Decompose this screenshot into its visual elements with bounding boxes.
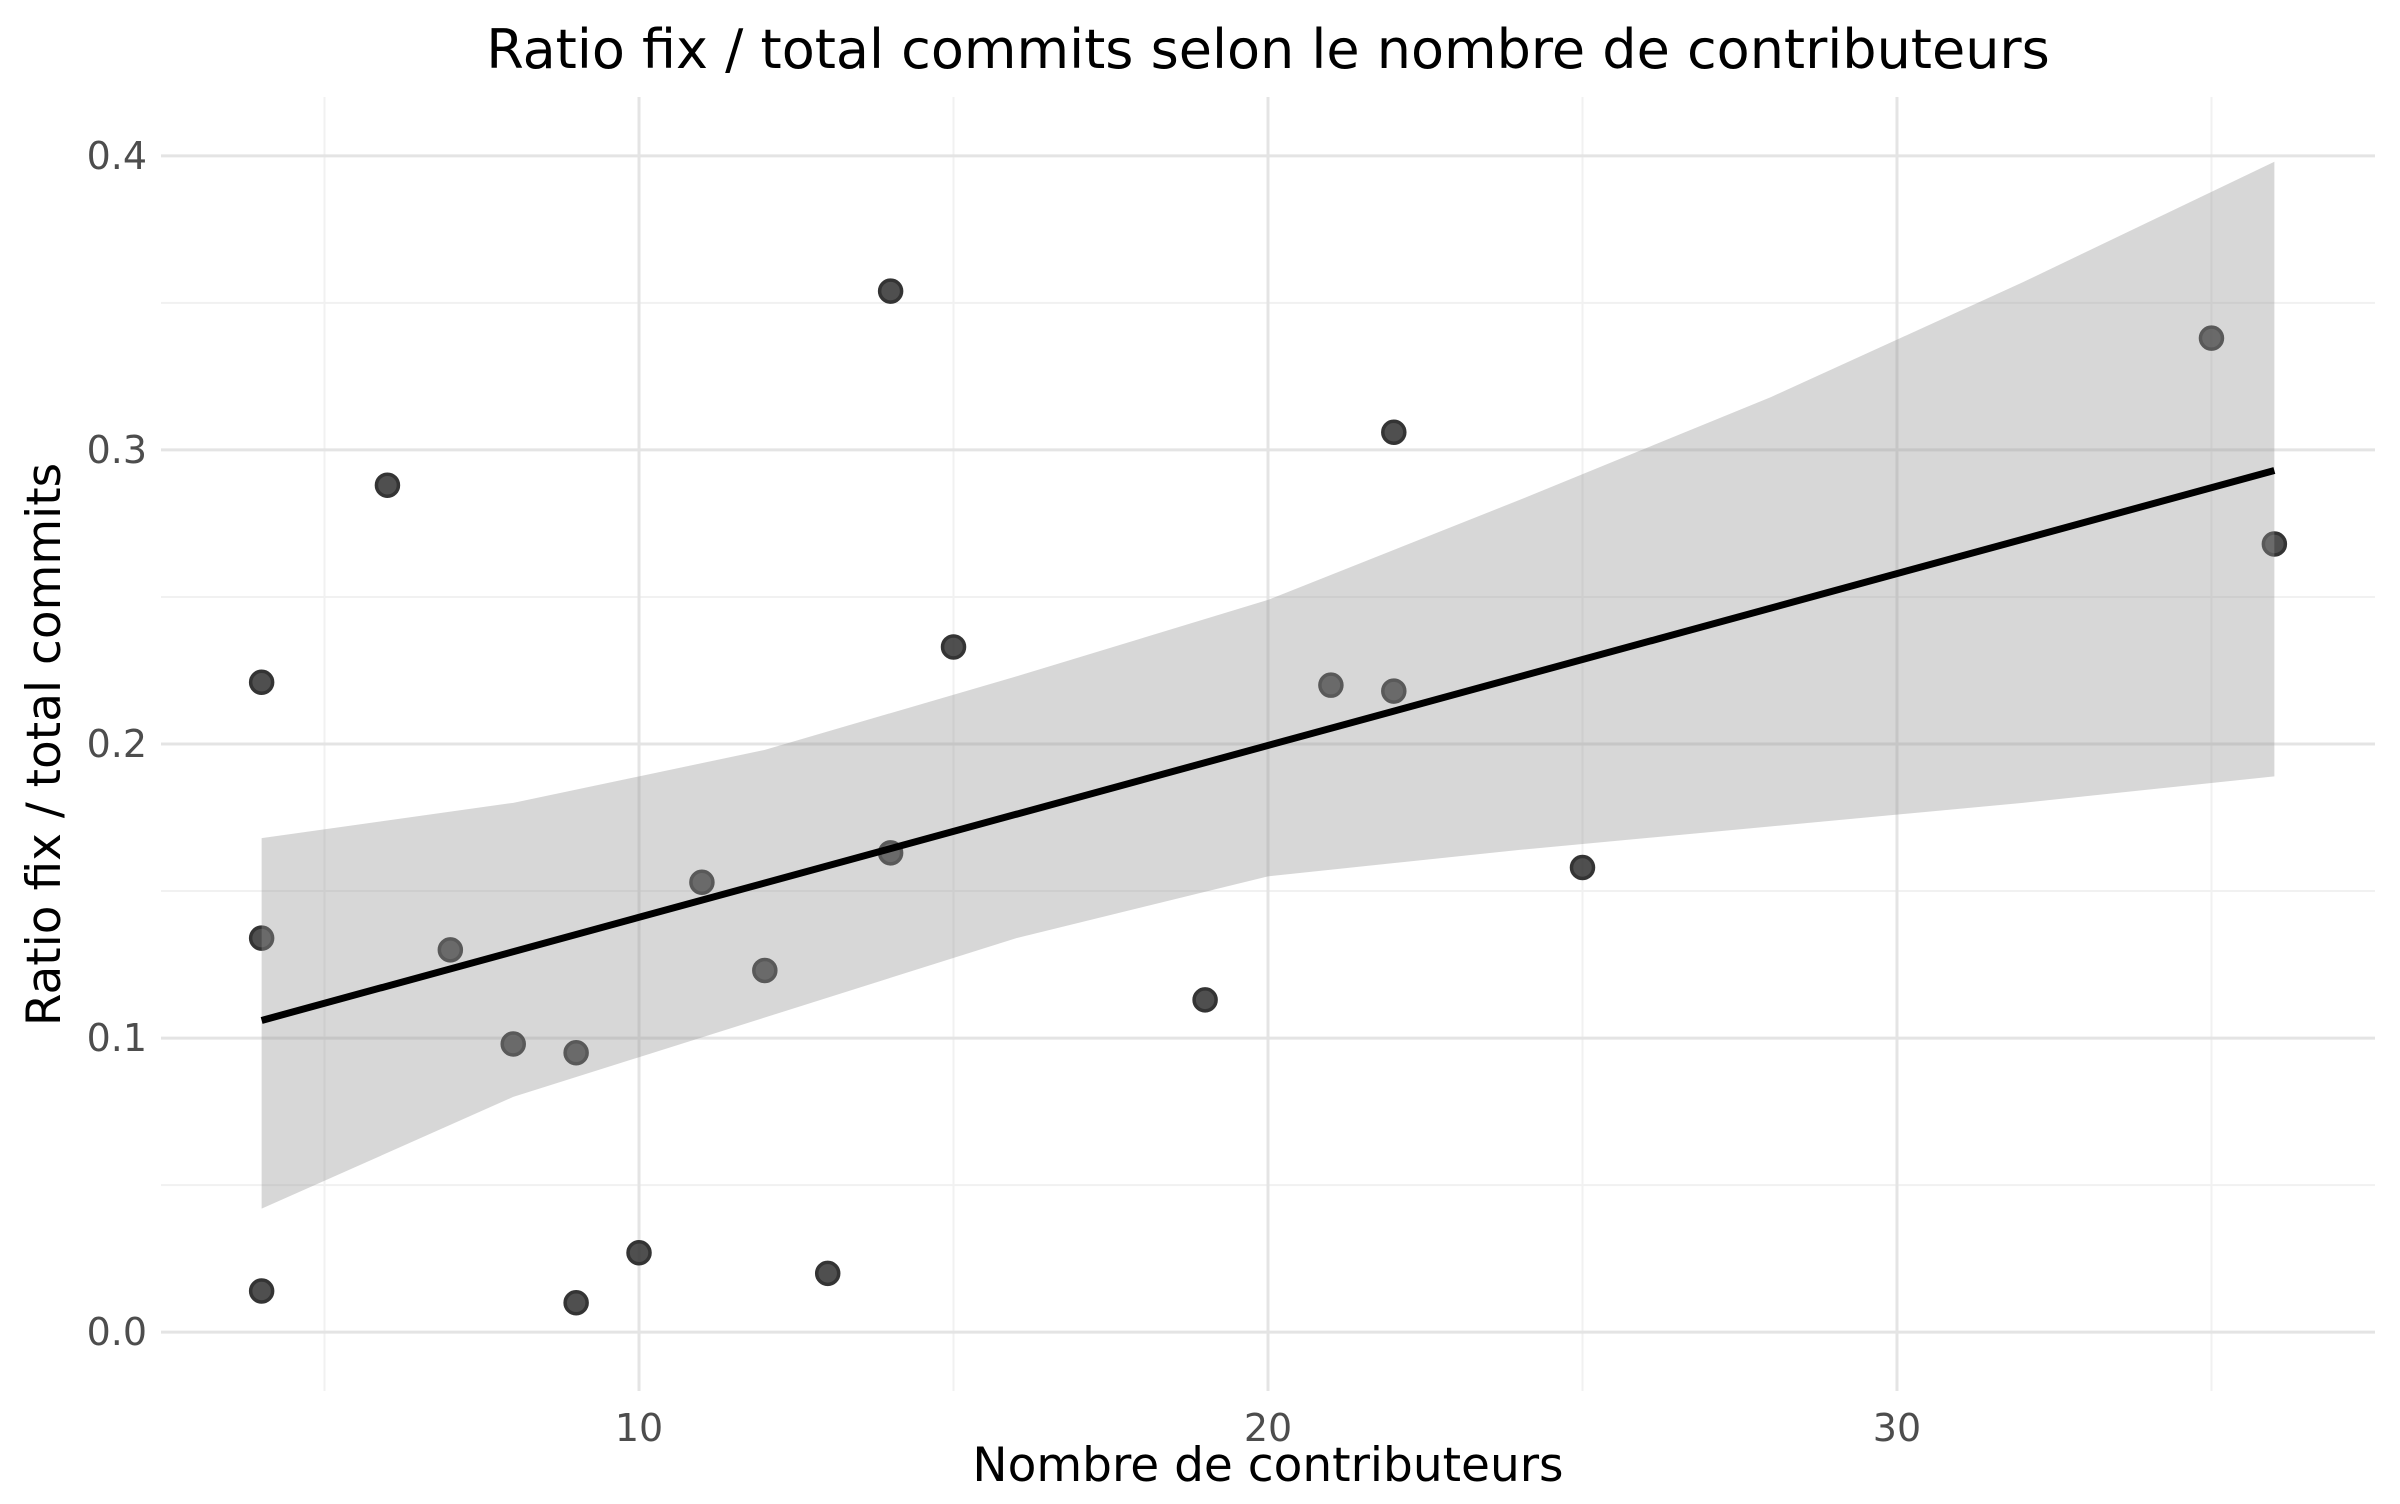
x-tick-label: 20 xyxy=(1244,1406,1292,1450)
data-point xyxy=(940,634,967,660)
data-point xyxy=(689,869,715,895)
y-tick-label: 0.2 xyxy=(87,722,147,766)
y-axis-title: Ratio fix / total commits xyxy=(0,0,90,1500)
chart-title: Ratio fix / total commits selon le nombr… xyxy=(486,18,2050,81)
data-point xyxy=(248,925,275,951)
data-point xyxy=(563,1040,589,1066)
data-point xyxy=(1318,672,1344,698)
y-tick-label: 0.4 xyxy=(87,134,147,178)
x-tick-label: 30 xyxy=(1873,1406,1921,1450)
data-point xyxy=(437,937,464,963)
data-point xyxy=(814,1260,841,1287)
data-point xyxy=(2198,325,2225,351)
data-point xyxy=(2261,531,2288,557)
data-point xyxy=(752,957,778,984)
y-tick-label: 0.1 xyxy=(87,1016,147,1060)
data-point xyxy=(374,472,401,498)
data-point xyxy=(1192,987,1218,1013)
data-point xyxy=(248,1278,275,1304)
data-point xyxy=(626,1240,652,1266)
data-point xyxy=(248,669,275,695)
confidence-band xyxy=(261,161,2275,1209)
y-tick-label: 0.3 xyxy=(87,428,147,472)
x-tick-label: 10 xyxy=(615,1406,663,1450)
data-point xyxy=(563,1290,589,1316)
data-point xyxy=(500,1031,526,1057)
x-axis-title: Nombre de contributeurs xyxy=(972,1438,1564,1493)
y-tick-label: 0.0 xyxy=(87,1310,147,1354)
y-axis-title-text: Ratio fix / total commits xyxy=(17,462,73,1026)
trend-line xyxy=(260,467,2276,1024)
data-point xyxy=(1381,419,1407,446)
data-point xyxy=(1569,854,1596,881)
data-point xyxy=(877,278,904,304)
data-point xyxy=(1381,678,1407,704)
